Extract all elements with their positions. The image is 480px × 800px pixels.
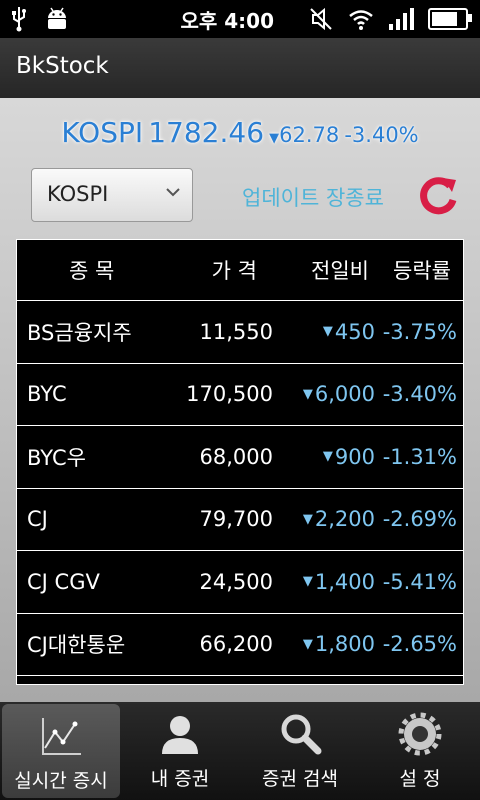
tab-label: 실시간 증시	[14, 770, 108, 792]
stock-price: 66,200	[199, 632, 273, 657]
stock-diff: ▼ 1,800	[303, 614, 375, 676]
stock-diff: ▼ 1,400	[303, 551, 375, 613]
down-arrow-icon: ▼	[322, 449, 333, 465]
stock-diff: ▼ 2,200	[303, 489, 375, 551]
search-icon	[281, 714, 322, 755]
down-arrow-icon: ▼	[302, 386, 313, 402]
stock-price: 68,000	[199, 444, 273, 469]
chart-icon	[42, 718, 81, 755]
signal-icon	[389, 8, 414, 30]
stock-price: 170,500	[186, 382, 273, 407]
update-status-label: 업데이트 장종료	[242, 186, 384, 210]
stock-diff-value: 6,000	[314, 382, 375, 407]
table-row[interactable]: CJ 79,700 ▼ 2,200 -2.69%	[17, 489, 463, 551]
mute-icon	[310, 7, 332, 31]
stock-rate: -1.31%	[382, 444, 457, 469]
stock-diff-value: 1,400	[314, 569, 375, 594]
tab-label: 설 정	[399, 768, 441, 790]
stock-rate: -2.65%	[382, 632, 457, 657]
wifi-icon	[349, 10, 373, 30]
tab-realtime-market[interactable]: 실시간 증시	[2, 704, 120, 798]
stock-name: BS금융지주	[27, 320, 132, 345]
status-time: 오후 4:00	[180, 8, 274, 33]
stock-diff-value: 450	[334, 319, 375, 344]
table-header-row: 종 목 가 격 전일비 등락률	[17, 240, 463, 301]
stock-diff-value: 2,200	[314, 507, 375, 532]
stock-table: 종 목 가 격 전일비 등락률 BS금융지주 11,550 ▼ 450 -3.75% BY…	[16, 239, 464, 685]
stock-name: CJ대한통운	[27, 633, 126, 658]
stock-rate: -5.41%	[382, 569, 457, 594]
market-select[interactable]: KOSPI	[31, 168, 193, 222]
main-panel: KOSPI 1782.46 ▼62.78 -3.40% KOSPI 업데이트 장…	[0, 98, 480, 702]
table-row[interactable]: CJ CGV 24,500 ▼ 1,400 -5.41%	[17, 551, 463, 614]
stock-rate: -3.40%	[382, 382, 457, 407]
tab-label: 증권 검색	[262, 768, 338, 790]
stock-price: 79,700	[199, 507, 273, 532]
index-down-arrow-icon: ▼	[269, 131, 280, 146]
stock-name: BYC	[27, 382, 67, 407]
stock-rate: -2.69%	[382, 507, 457, 532]
battery-icon	[428, 8, 472, 30]
stock-diff-value: 1,800	[314, 632, 375, 657]
tab-settings[interactable]: 설 정	[360, 702, 480, 800]
title-bar: BkStock	[0, 38, 480, 99]
down-arrow-icon: ▼	[302, 574, 313, 590]
table-row[interactable]: BS금융지주 11,550 ▼ 450 -3.75%	[17, 301, 463, 364]
down-arrow-icon: ▼	[302, 511, 313, 527]
android-debug-icon	[48, 7, 66, 29]
tab-stock-search[interactable]: 증권 검색	[240, 702, 360, 800]
gear-icon	[398, 712, 442, 756]
table-row[interactable]: BYC우 68,000 ▼ 900 -1.31%	[17, 426, 463, 489]
stock-name: CJ CGV	[27, 569, 100, 594]
app-title: BkStock	[16, 53, 109, 79]
stock-diff: ▼ 6,000	[303, 364, 375, 426]
table-row[interactable]: CJ대한통운 66,200 ▼ 1,800 -2.65%	[17, 614, 463, 676]
table-row[interactable]: BYC 170,500 ▼ 6,000 -3.40%	[17, 364, 463, 426]
refresh-icon[interactable]	[416, 174, 460, 218]
stock-rate: -3.75%	[382, 319, 457, 344]
header-name: 종 목	[69, 259, 115, 283]
bottom-tab-bar: 실시간 증시 내 증권 증권 검색 설 정	[0, 702, 480, 800]
market-select-value: KOSPI	[47, 182, 109, 206]
index-name: KOSPI	[61, 116, 144, 149]
tab-my-stocks[interactable]: 내 증권	[120, 702, 240, 800]
stock-diff-value: 900	[334, 444, 375, 469]
index-change: 62.78	[279, 123, 340, 147]
chevron-down-icon	[166, 188, 180, 197]
stock-name: BYC우	[27, 445, 86, 470]
index-rate: -3.40%	[344, 123, 419, 147]
index-value: 1782.46	[148, 116, 265, 149]
down-arrow-icon: ▼	[322, 324, 333, 340]
stock-diff: ▼ 450	[323, 301, 375, 363]
index-summary: KOSPI 1782.46 ▼62.78 -3.40%	[0, 116, 480, 149]
stock-name: CJ	[27, 507, 48, 532]
stock-price: 24,500	[199, 569, 273, 594]
person-icon	[162, 716, 198, 754]
down-arrow-icon: ▼	[302, 636, 313, 652]
stock-price: 11,550	[199, 319, 273, 344]
stock-diff: ▼ 900	[323, 426, 375, 488]
tab-label: 내 증권	[150, 768, 210, 790]
header-rate: 등락률	[393, 259, 451, 283]
header-price: 가 격	[211, 259, 257, 283]
usb-icon	[12, 7, 26, 32]
status-bar: 오후 4:00	[0, 0, 480, 38]
header-diff: 전일비	[311, 259, 369, 283]
